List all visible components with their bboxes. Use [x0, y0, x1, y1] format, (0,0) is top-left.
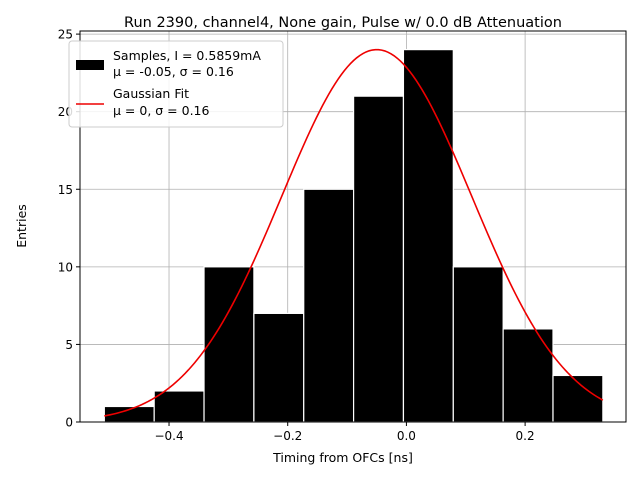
legend-samples-stats: μ = -0.05, σ = 0.16	[113, 64, 234, 79]
x-axis-label: Timing from OFCs [ns]	[272, 450, 413, 465]
x-tick-label-1: −0.2	[273, 429, 302, 443]
histogram-bar-5	[352, 95, 405, 423]
histogram-bar-1	[153, 390, 205, 423]
histogram-bar-7	[452, 266, 504, 423]
y-tick-label-3: 15	[58, 183, 73, 197]
histogram-bar-2	[203, 266, 255, 423]
legend-samples-swatch	[76, 60, 104, 70]
histogram-bar-6	[402, 49, 454, 423]
legend-samples-label: Samples, I = 0.5859mA	[113, 48, 261, 63]
x-axis-ticks: −0.4 −0.2 0.0 0.2	[154, 422, 535, 443]
x-tick-label-0: −0.4	[154, 429, 183, 443]
x-tick-label-3: 0.2	[516, 429, 535, 443]
legend: Samples, I = 0.5859mA μ = -0.05, σ = 0.1…	[68, 40, 284, 128]
x-tick-label-2: 0.0	[397, 429, 416, 443]
histogram-bars	[103, 49, 604, 423]
gaussian-fit-curve	[104, 48, 604, 417]
chart-title: Run 2390, channel4, None gain, Pulse w/ …	[124, 15, 562, 31]
legend-box	[68, 40, 284, 128]
y-tick-label-2: 10	[58, 260, 73, 274]
histogram-bar-8	[502, 328, 554, 423]
y-tick-label-1: 5	[65, 338, 73, 352]
y-axis-label: Entries	[14, 204, 29, 248]
legend-fit-stats: μ = 0, σ = 0.16	[113, 103, 209, 118]
histogram-bar-4	[303, 188, 355, 423]
histogram-bar-3	[253, 312, 305, 423]
plot-frame	[79, 30, 627, 423]
y-tick-label-0: 0	[65, 416, 73, 430]
y-tick-label-5: 25	[58, 28, 73, 42]
legend-fit-label: Gaussian Fit	[113, 86, 189, 101]
